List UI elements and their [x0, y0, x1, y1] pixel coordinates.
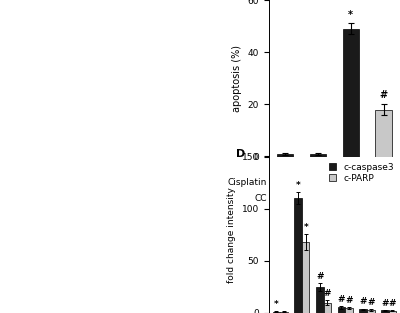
Text: +: +: [380, 194, 387, 203]
Bar: [316, 287, 324, 313]
Text: #: #: [316, 272, 324, 281]
Text: -: -: [349, 194, 352, 203]
Bar: [302, 242, 310, 313]
Text: B: B: [236, 0, 244, 2]
Bar: [324, 303, 331, 313]
Text: D: D: [236, 149, 245, 159]
Text: *: *: [296, 181, 300, 190]
Text: #: #: [389, 299, 396, 308]
Text: *: *: [274, 300, 279, 309]
Bar: [294, 198, 302, 313]
Bar: [343, 29, 359, 156]
Text: *: *: [348, 10, 353, 19]
Bar: [280, 312, 288, 313]
Legend: c-caspase3, c-PARP: c-caspase3, c-PARP: [327, 161, 396, 184]
Text: -: -: [316, 178, 320, 187]
Bar: [338, 307, 345, 313]
Text: #: #: [338, 295, 345, 304]
Text: #: #: [380, 90, 388, 100]
Text: -: -: [284, 178, 287, 187]
Bar: [381, 310, 389, 313]
Text: +: +: [347, 178, 354, 187]
Bar: [389, 311, 396, 313]
Bar: [376, 110, 392, 156]
Y-axis label: apoptosis (%): apoptosis (%): [232, 45, 242, 112]
Bar: [273, 312, 280, 313]
Text: #: #: [324, 290, 331, 298]
Text: #: #: [359, 297, 367, 306]
Text: #: #: [367, 298, 374, 307]
Bar: [367, 310, 374, 313]
Bar: [359, 309, 367, 313]
Text: *: *: [303, 223, 308, 232]
Y-axis label: fold change intensity: fold change intensity: [227, 187, 236, 283]
Text: CC: CC: [255, 194, 267, 203]
Bar: [277, 154, 294, 156]
Text: +: +: [380, 178, 387, 187]
Text: #: #: [381, 299, 388, 308]
Text: #: #: [345, 296, 353, 305]
Text: Cisplatin: Cisplatin: [228, 178, 267, 187]
Text: +: +: [314, 194, 322, 203]
Text: -: -: [284, 194, 287, 203]
Bar: [345, 308, 353, 313]
Bar: [310, 154, 326, 156]
